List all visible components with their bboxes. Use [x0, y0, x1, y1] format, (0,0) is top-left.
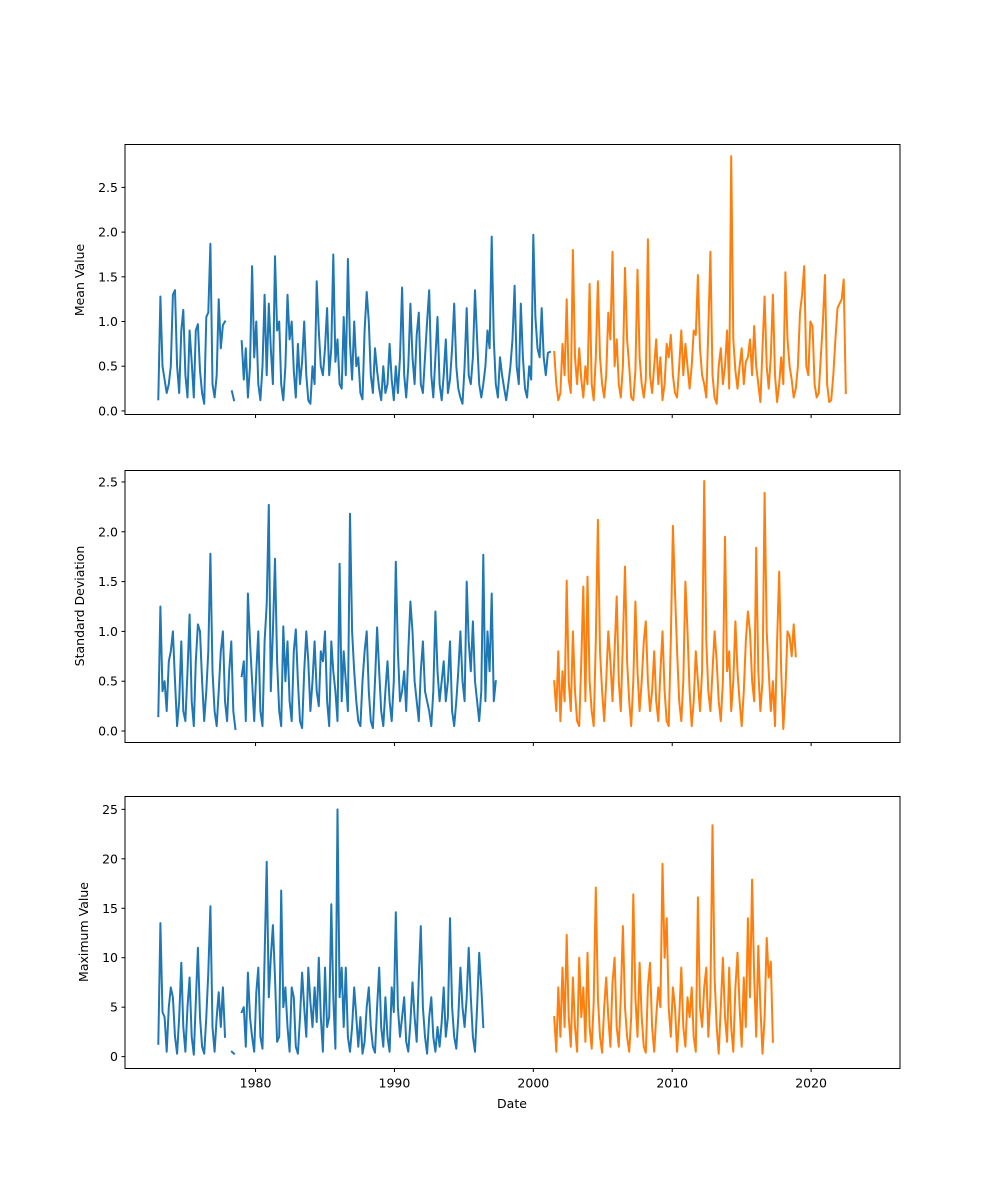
x-axis-label: Date: [497, 1096, 527, 1111]
series-line-blue: [240, 233, 552, 405]
y-tick-label: 0.0: [98, 724, 118, 739]
y-axis-ticks-standard-deviation: 0.0 0.5 1.0 1.5 2.0 2.5: [98, 474, 125, 739]
panel-mean-value: 0.0 0.5 1.0 1.5 2.0 2.5 Mean Value: [72, 144, 901, 418]
y-tick-label: 2.5: [98, 474, 118, 489]
x-tick-label: 2020: [795, 1076, 827, 1091]
y-tick-label: 5: [110, 1000, 118, 1015]
y-tick-label: 0.5: [98, 359, 118, 374]
series-line-orange: [553, 824, 774, 1055]
y-axis-label-maximum-value: Maximum Value: [76, 882, 91, 982]
y-tick-label: 1.5: [98, 269, 118, 284]
series-lines-mean-value: [157, 155, 847, 405]
y-tick-label: 0.0: [98, 403, 118, 418]
y-tick-label: 15: [102, 901, 118, 916]
y-tick-label: 1.0: [98, 624, 118, 639]
series-line-orange: [553, 155, 847, 405]
y-tick-label: 2.0: [98, 524, 118, 539]
y-tick-label: 0.5: [98, 674, 118, 689]
series-lines-standard-deviation: [157, 480, 797, 731]
series-line-blue: [230, 1050, 236, 1056]
y-axis-ticks-mean-value: 0.0 0.5 1.0 1.5 2.0 2.5: [98, 180, 125, 418]
series-line-blue: [240, 503, 497, 730]
y-tick-label: 2.0: [98, 225, 118, 240]
x-axis-ticks-standard-deviation: [255, 742, 812, 746]
series-line-blue: [157, 552, 237, 731]
x-tick-label: 1990: [379, 1076, 411, 1091]
series-line-blue: [157, 242, 227, 405]
plot-frame-standard-deviation: [124, 470, 901, 743]
series-line-blue: [240, 808, 485, 1055]
y-tick-label: 0: [110, 1049, 118, 1064]
x-tick-label: 1980: [240, 1076, 272, 1091]
series-line-blue: [230, 390, 236, 402]
y-tick-label: 1.0: [98, 314, 118, 329]
x-axis-ticks-maximum-value: 1980 1990 2000 2010 2020: [240, 1068, 827, 1091]
y-tick-label: 10: [102, 950, 118, 965]
panel-maximum-value: 0 5 10 15 20 25 1980 1990 2000 2010 2020 Maximum …: [76, 796, 901, 1091]
series-line-orange: [553, 480, 797, 730]
x-tick-label: 2010: [656, 1076, 688, 1091]
series-line-blue: [157, 905, 227, 1056]
y-tick-label: 2.5: [98, 180, 118, 195]
y-axis-label-mean-value: Mean Value: [72, 244, 87, 317]
y-axis-label-standard-deviation: Standard Deviation: [72, 546, 87, 667]
plot-frame-maximum-value: [124, 796, 901, 1069]
series-lines-maximum-value: [157, 808, 774, 1056]
y-tick-label: 20: [102, 851, 118, 866]
panel-standard-deviation: 0.0 0.5 1.0 1.5 2.0 2.5 Standard Deviation: [72, 470, 901, 746]
y-tick-label: 1.5: [98, 574, 118, 589]
y-tick-label: 25: [102, 802, 118, 817]
plot-frame-mean-value: [124, 144, 901, 415]
y-axis-ticks-maximum-value: 0 5 10 15 20 25: [102, 802, 125, 1064]
x-tick-label: 2000: [517, 1076, 549, 1091]
x-axis-ticks-mean-value: [255, 414, 812, 418]
